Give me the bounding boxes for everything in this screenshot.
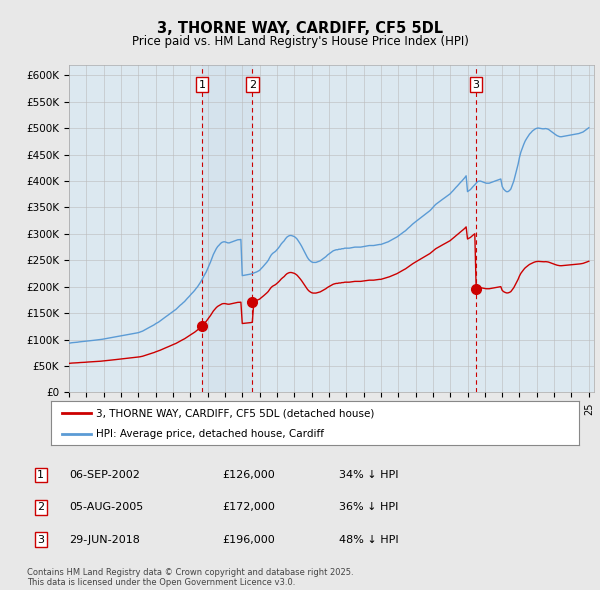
Text: 48% ↓ HPI: 48% ↓ HPI	[339, 535, 398, 545]
Text: 1: 1	[37, 470, 44, 480]
Text: 05-AUG-2005: 05-AUG-2005	[69, 503, 143, 512]
Text: 3, THORNE WAY, CARDIFF, CF5 5DL: 3, THORNE WAY, CARDIFF, CF5 5DL	[157, 21, 443, 35]
Text: HPI: Average price, detached house, Cardiff: HPI: Average price, detached house, Card…	[96, 430, 324, 440]
Text: 34% ↓ HPI: 34% ↓ HPI	[339, 470, 398, 480]
Text: 3, THORNE WAY, CARDIFF, CF5 5DL (detached house): 3, THORNE WAY, CARDIFF, CF5 5DL (detache…	[96, 408, 374, 418]
Text: £196,000: £196,000	[222, 535, 275, 545]
Text: £126,000: £126,000	[222, 470, 275, 480]
Bar	[202, 65, 253, 392]
Text: 2: 2	[37, 503, 44, 512]
Text: Price paid vs. HM Land Registry's House Price Index (HPI): Price paid vs. HM Land Registry's House …	[131, 35, 469, 48]
Text: Contains HM Land Registry data © Crown copyright and database right 2025.
This d: Contains HM Land Registry data © Crown c…	[27, 568, 353, 587]
Text: 06-SEP-2002: 06-SEP-2002	[69, 470, 140, 480]
Text: 1: 1	[199, 80, 206, 90]
Text: 36% ↓ HPI: 36% ↓ HPI	[339, 503, 398, 512]
Text: 29-JUN-2018: 29-JUN-2018	[69, 535, 140, 545]
Text: 3: 3	[473, 80, 479, 90]
Text: 3: 3	[37, 535, 44, 545]
Text: 2: 2	[249, 80, 256, 90]
Text: £172,000: £172,000	[222, 503, 275, 512]
